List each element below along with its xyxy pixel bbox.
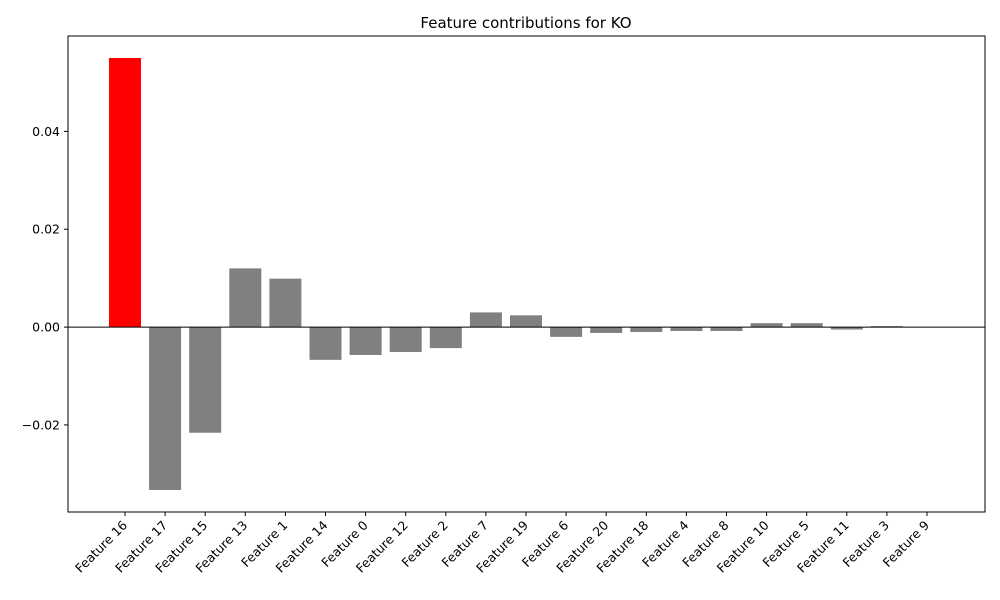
bar-feature-17 — [149, 327, 182, 490]
bar-feature-7 — [469, 312, 502, 328]
bar-feature-2 — [429, 327, 462, 349]
bar-feature-6 — [550, 327, 583, 337]
bar-feature-19 — [510, 315, 542, 328]
bar-feature-15 — [189, 327, 222, 433]
bar-feature-16 — [109, 58, 141, 328]
y-tick-label: −0.02 — [22, 417, 60, 432]
bar-feature-4 — [670, 327, 703, 331]
bar-feature-12 — [389, 327, 422, 353]
bar-feature-0 — [349, 327, 382, 355]
bars-group — [109, 58, 903, 490]
plot-frame — [67, 35, 986, 513]
bar-feature-13 — [229, 268, 262, 328]
bar-feature-8 — [710, 327, 743, 331]
y-tick-label: 0.02 — [32, 222, 60, 237]
chart-title: Feature contributions for KO — [420, 14, 631, 32]
bar-feature-18 — [630, 327, 663, 332]
bar-feature-5 — [790, 323, 823, 328]
y-tick-label: 0.00 — [32, 320, 60, 335]
bar-feature-1 — [269, 278, 302, 328]
bar-feature-20 — [590, 327, 623, 333]
y-axis: −0.02 0.00 0.02 0.04 — [22, 124, 68, 432]
bar-feature-11 — [830, 327, 863, 330]
y-tick-label: 0.04 — [32, 124, 60, 139]
bar-feature-10 — [750, 323, 783, 328]
bar-feature-14 — [309, 327, 342, 360]
